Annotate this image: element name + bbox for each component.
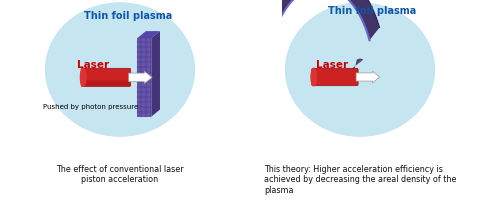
Text: This theory: Higher acceleration efficiency is
achieved by decreasing the areal : This theory: Higher acceleration efficie… [264,164,456,194]
Ellipse shape [311,69,316,86]
Text: Laser: Laser [316,60,348,70]
Ellipse shape [46,4,194,136]
Polygon shape [231,0,380,41]
Polygon shape [151,32,160,117]
Text: Laser: Laser [77,60,109,70]
Text: Thin foil plasma: Thin foil plasma [84,11,172,21]
Ellipse shape [81,69,86,87]
Text: The effect of conventional laser
piston acceleration: The effect of conventional laser piston … [56,164,184,183]
FancyArrow shape [356,72,380,83]
FancyArrow shape [129,72,152,84]
FancyBboxPatch shape [312,69,358,86]
Ellipse shape [286,4,434,136]
FancyBboxPatch shape [82,81,130,87]
FancyBboxPatch shape [81,69,131,87]
Text: Thin foil plasma: Thin foil plasma [328,6,417,16]
Text: Pushed by photon pressure: Pushed by photon pressure [43,103,138,109]
Polygon shape [137,39,151,117]
Polygon shape [350,59,363,86]
Polygon shape [137,32,160,39]
